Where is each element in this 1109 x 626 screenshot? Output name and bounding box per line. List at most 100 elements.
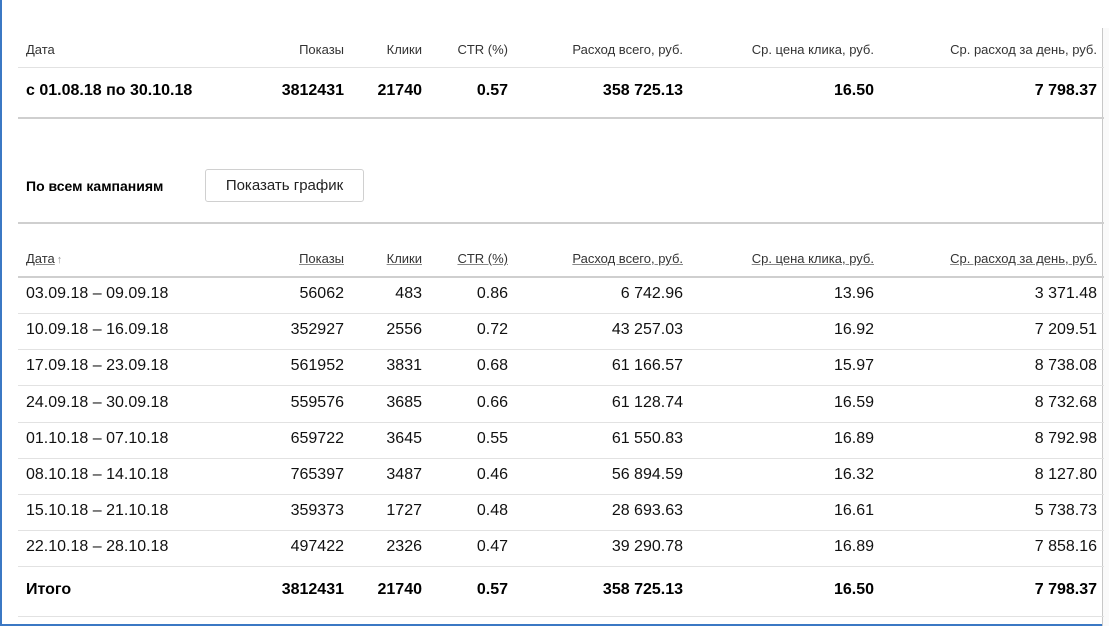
section-label: По всем кампаниям	[26, 178, 164, 194]
cell-spend-text: 6 742.96	[620, 285, 683, 302]
column-header-date[interactable]: Дата ↑	[26, 251, 62, 266]
total-cell-clicks-text: 21740	[377, 581, 423, 598]
cell-impressions: 561952	[291, 357, 344, 375]
summary-cell-ctr: 0.57	[477, 82, 508, 100]
cell-avg-daily-text: 8 732.68	[1034, 393, 1097, 411]
summary-header-date-text: Дата	[26, 42, 55, 57]
summary-cell-impressions: 3812431	[282, 82, 344, 100]
summary-cell-clicks: 21740	[378, 82, 423, 100]
cell-avg-daily: 8 738.08	[1035, 357, 1097, 375]
cell-avg-cpc: 16.89	[834, 430, 874, 448]
summary-cell-impressions-text: 3812431	[281, 82, 344, 99]
cell-clicks-text: 483	[395, 285, 422, 302]
summary-cell-avg-daily-text: 7 798.37	[1034, 82, 1097, 99]
summary-cell-clicks-text: 21740	[377, 82, 423, 99]
table-row: 10.09.18 – 16.09.18 352927 2556 0.72 43 257.…	[18, 321, 1104, 343]
table-row: 24.09.18 – 30.09.18 559576 3685 0.66 61 128.…	[18, 394, 1104, 416]
cell-impressions-text: 659722	[290, 429, 344, 447]
cell-avg-daily-text: 8 127.80	[1034, 466, 1097, 483]
cell-clicks-text: 3487	[386, 466, 422, 483]
column-header-spend[interactable]: Расход всего, руб.	[572, 251, 683, 266]
table-row: 08.10.18 – 14.10.18 765397 3487 0.46 56 894.…	[18, 466, 1104, 488]
divider	[18, 616, 1104, 617]
column-header-ctr[interactable]: CTR (%)	[457, 251, 508, 266]
cell-avg-daily: 8 127.80	[1035, 466, 1097, 484]
table-row: 22.10.18 – 28.10.18 497422 2326 0.47 39 290.…	[18, 538, 1104, 560]
row-divider	[18, 566, 1104, 568]
cell-spend-text: 39 290.78	[611, 538, 683, 556]
summary-header-impressions-text: Показы	[299, 42, 344, 57]
cell-impressions: 559576	[291, 394, 344, 412]
cell-spend: 56 894.59	[612, 466, 683, 484]
column-header-impressions[interactable]: Показы	[299, 251, 344, 266]
cell-avg-daily: 5 738.73	[1035, 502, 1097, 520]
summary-header-avg-daily: Ср. расход за день, руб.	[950, 42, 1097, 57]
cell-impressions: 765397	[291, 466, 344, 484]
row-divider	[18, 421, 1104, 423]
cell-ctr: 0.66	[477, 394, 508, 412]
cell-avg-cpc-text: 15.97	[833, 357, 874, 375]
scrollbar[interactable]	[1102, 28, 1109, 626]
summary-header-date: Дата	[26, 42, 55, 57]
column-header-clicks[interactable]: Клики	[387, 251, 422, 266]
cell-avg-cpc: 16.92	[834, 321, 874, 339]
divider	[18, 117, 1104, 119]
cell-avg-cpc: 16.59	[834, 394, 874, 412]
cell-ctr: 0.72	[477, 321, 508, 339]
cell-impressions-text: 352927	[290, 321, 344, 339]
cell-avg-daily-text: 3 371.48	[1034, 285, 1097, 302]
cell-date: 15.10.18 – 21.10.18	[26, 502, 168, 520]
cell-ctr-text: 0.46	[476, 466, 508, 483]
cell-impressions: 352927	[291, 321, 344, 339]
summary-cell-ctr-text: 0.57	[476, 82, 508, 99]
cell-clicks-text: 3645	[386, 429, 422, 447]
cell-avg-cpc-text: 13.96	[833, 285, 874, 302]
cell-spend: 61 166.57	[612, 357, 683, 375]
summary-header-clicks-text: Клики	[386, 42, 422, 57]
cell-date: 17.09.18 – 23.09.18	[26, 357, 168, 375]
cell-avg-daily: 8 792.98	[1035, 430, 1097, 448]
column-header-clicks-text[interactable]: Клики	[386, 251, 422, 266]
column-header-avg-daily[interactable]: Ср. расход за день, руб.	[950, 251, 1097, 266]
row-divider	[18, 494, 1104, 495]
total-cell-date: Итого	[26, 581, 71, 599]
total-cell-clicks: 21740	[378, 581, 423, 599]
total-row: Итого 3812431 21740 0.57 358 725.13 16.50 7 79…	[18, 581, 1104, 603]
total-cell-spend: 358 725.13	[603, 581, 683, 599]
cell-clicks: 2326	[386, 538, 422, 556]
cell-date: 08.10.18 – 14.10.18	[26, 466, 168, 484]
cell-date-text: 01.10.18 – 07.10.18	[26, 429, 169, 447]
cell-avg-cpc-text: 16.59	[833, 393, 874, 411]
column-header-avg-cpc-text[interactable]: Ср. цена клика, руб.	[751, 251, 874, 266]
cell-impressions-text: 359373	[290, 502, 344, 520]
cell-spend-text: 61 550.83	[611, 429, 683, 447]
row-divider	[18, 457, 1104, 459]
cell-clicks-text: 3685	[386, 393, 422, 411]
column-header-spend-text[interactable]: Расход всего, руб.	[572, 251, 683, 266]
cell-avg-daily: 3 371.48	[1035, 285, 1097, 303]
summary-header-ctr-text: CTR (%)	[457, 42, 508, 57]
column-header-ctr-text[interactable]: CTR (%)	[457, 251, 508, 266]
summary-header-spend: Расход всего, руб.	[572, 42, 683, 57]
summary-cell-spend: 358 725.13	[603, 82, 683, 100]
cell-avg-daily-text: 8 738.08	[1034, 357, 1097, 375]
cell-avg-cpc: 16.32	[834, 466, 874, 484]
table-row: 01.10.18 – 07.10.18 659722 3645 0.55 61 550.…	[18, 430, 1104, 452]
total-cell-date-text: Итого	[26, 581, 72, 598]
cell-avg-daily: 7 209.51	[1035, 321, 1097, 339]
column-header-avg-cpc[interactable]: Ср. цена клика, руб.	[752, 251, 874, 266]
total-cell-avg-cpc: 16.50	[834, 581, 874, 599]
sort-arrow-icon: ↑	[56, 254, 63, 266]
cell-spend: 43 257.03	[612, 321, 683, 339]
cell-clicks: 3685	[386, 394, 422, 412]
cell-date-text: 08.10.18 – 14.10.18	[26, 466, 169, 483]
cell-ctr-text: 0.68	[476, 357, 508, 375]
show-chart-button[interactable]: Показать график	[205, 169, 364, 202]
cell-date: 10.09.18 – 16.09.18	[26, 321, 168, 339]
table-row: 15.10.18 – 21.10.18 359373 1727 0.48 28 693.…	[18, 502, 1104, 524]
cell-clicks: 2556	[386, 321, 422, 339]
cell-avg-cpc: 16.61	[834, 502, 874, 520]
column-header-date-text[interactable]: Дата	[26, 251, 55, 266]
column-header-avg-daily-text[interactable]: Ср. расход за день, руб.	[950, 251, 1097, 266]
column-header-impressions-text[interactable]: Показы	[299, 251, 344, 266]
